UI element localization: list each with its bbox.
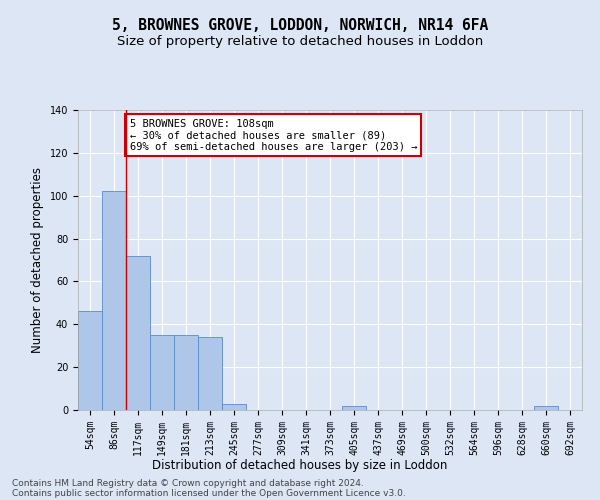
- Bar: [150, 335, 174, 410]
- Bar: [126, 256, 150, 410]
- Bar: [78, 312, 102, 410]
- Y-axis label: Number of detached properties: Number of detached properties: [31, 167, 44, 353]
- Text: Contains public sector information licensed under the Open Government Licence v3: Contains public sector information licen…: [12, 488, 406, 498]
- Bar: [198, 337, 222, 410]
- Bar: [342, 406, 366, 410]
- Bar: [102, 192, 126, 410]
- Bar: [174, 335, 198, 410]
- Text: Contains HM Land Registry data © Crown copyright and database right 2024.: Contains HM Land Registry data © Crown c…: [12, 478, 364, 488]
- Text: 5 BROWNES GROVE: 108sqm
← 30% of detached houses are smaller (89)
69% of semi-de: 5 BROWNES GROVE: 108sqm ← 30% of detache…: [130, 118, 417, 152]
- Bar: [534, 406, 558, 410]
- Text: Size of property relative to detached houses in Loddon: Size of property relative to detached ho…: [117, 35, 483, 48]
- Bar: [222, 404, 246, 410]
- Text: Distribution of detached houses by size in Loddon: Distribution of detached houses by size …: [152, 458, 448, 471]
- Text: 5, BROWNES GROVE, LODDON, NORWICH, NR14 6FA: 5, BROWNES GROVE, LODDON, NORWICH, NR14 …: [112, 18, 488, 32]
